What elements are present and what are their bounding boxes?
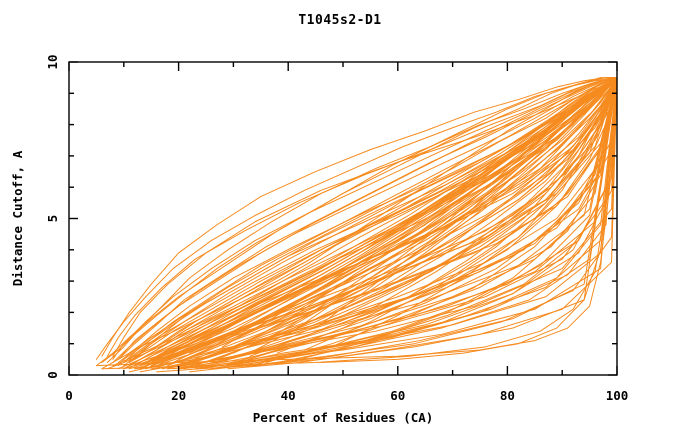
series-line xyxy=(128,77,618,373)
series-line xyxy=(123,77,618,360)
y-tick-label: 10 xyxy=(45,54,60,69)
series-line xyxy=(205,77,618,367)
series-line xyxy=(101,77,618,363)
axes-group xyxy=(68,61,618,376)
x-axis-label: Percent of Residues (CA) xyxy=(253,410,434,425)
x-tick-label: 60 xyxy=(390,388,405,403)
series-line xyxy=(156,77,618,373)
series-line xyxy=(101,77,618,357)
series-line xyxy=(123,77,618,363)
y-tick-label: 0 xyxy=(45,371,60,379)
series-line xyxy=(161,77,618,363)
series-line xyxy=(117,77,618,367)
series-line xyxy=(139,77,618,367)
series-line xyxy=(276,77,618,363)
series-line xyxy=(145,77,618,367)
chart-title: T1045s2-D1 xyxy=(298,13,382,28)
series-line xyxy=(112,77,618,360)
series-line xyxy=(117,77,618,370)
series-line xyxy=(112,77,618,357)
x-tick-label: 20 xyxy=(171,388,186,403)
series-line xyxy=(304,77,618,351)
x-tick-label: 80 xyxy=(500,388,515,403)
y-axis-label: Distance Cutoff, A xyxy=(10,150,25,286)
x-tick-label: 40 xyxy=(281,388,296,403)
series-line xyxy=(117,77,618,360)
series-curves-group xyxy=(95,77,618,373)
series-line xyxy=(106,77,618,357)
series-line xyxy=(139,77,618,363)
series-line xyxy=(200,77,618,360)
series-line xyxy=(134,77,618,363)
series-line xyxy=(123,77,618,370)
series-line xyxy=(123,77,618,370)
y-tick-label: 5 xyxy=(45,215,60,223)
series-line xyxy=(123,77,618,367)
series-line xyxy=(117,77,618,363)
series-line xyxy=(139,77,618,367)
series-line xyxy=(134,77,618,370)
series-line xyxy=(95,77,618,360)
x-tick-label: 100 xyxy=(606,388,629,403)
series-line xyxy=(95,77,618,367)
series-line xyxy=(200,77,618,370)
axis-labels-group: 0 20 40 60 80 100 0 5 10 Percent of Residues (CA)… xyxy=(10,54,628,425)
series-line xyxy=(128,77,618,367)
series-line xyxy=(167,77,618,367)
series-line xyxy=(128,77,618,363)
series-line xyxy=(117,77,618,360)
series-line xyxy=(320,77,618,363)
series-line xyxy=(249,77,618,367)
series-line xyxy=(167,77,618,370)
series-line xyxy=(123,77,618,370)
series-line xyxy=(101,77,618,370)
series-line xyxy=(134,77,618,370)
x-tick-label: 0 xyxy=(65,388,73,403)
series-line xyxy=(145,77,618,370)
